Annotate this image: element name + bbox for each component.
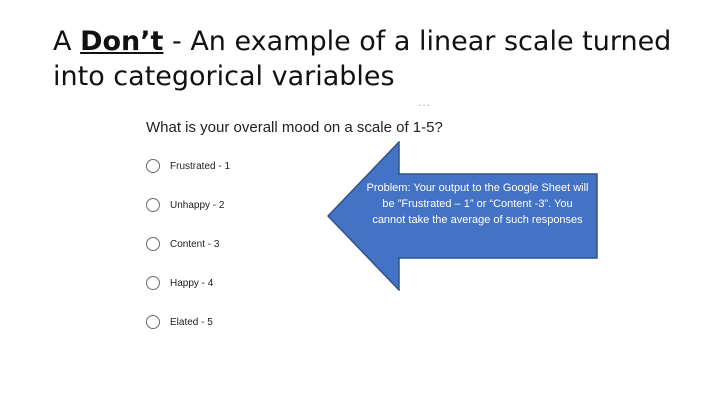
- radio-button[interactable]: [146, 315, 160, 329]
- radio-button[interactable]: [146, 276, 160, 290]
- title-prefix: A: [53, 26, 81, 57]
- option-unhappy[interactable]: Unhappy - 2: [146, 195, 224, 215]
- radio-button[interactable]: [146, 159, 160, 173]
- radio-button[interactable]: [146, 198, 160, 212]
- slide-title: A Don’t - An example of a linear scale t…: [53, 24, 693, 94]
- option-label: Content - 3: [170, 238, 220, 250]
- option-happy[interactable]: Happy - 4: [146, 273, 213, 293]
- option-label: Unhappy - 2: [170, 199, 225, 211]
- arrow-shape: [327, 141, 598, 291]
- option-label: Elated - 5: [170, 316, 213, 328]
- question-title: What is your overall mood on a scale of …: [146, 119, 443, 136]
- radio-button[interactable]: [146, 237, 160, 251]
- option-elated[interactable]: Elated - 5: [146, 312, 213, 332]
- option-frustrated[interactable]: Frustrated - 1: [146, 156, 230, 176]
- left-arrow-callout: [327, 141, 598, 291]
- option-content[interactable]: Content - 3: [146, 234, 219, 254]
- title-rest: - An example of a linear scale turned in…: [53, 26, 672, 92]
- callout-text: Problem: Your output to the Google Sheet…: [366, 182, 589, 226]
- option-label: Happy - 4: [170, 277, 214, 289]
- option-label: Frustrated - 1: [170, 160, 231, 172]
- title-emphasis: Don’t: [80, 26, 164, 57]
- drag-handle-icon[interactable]: ...: [418, 95, 432, 109]
